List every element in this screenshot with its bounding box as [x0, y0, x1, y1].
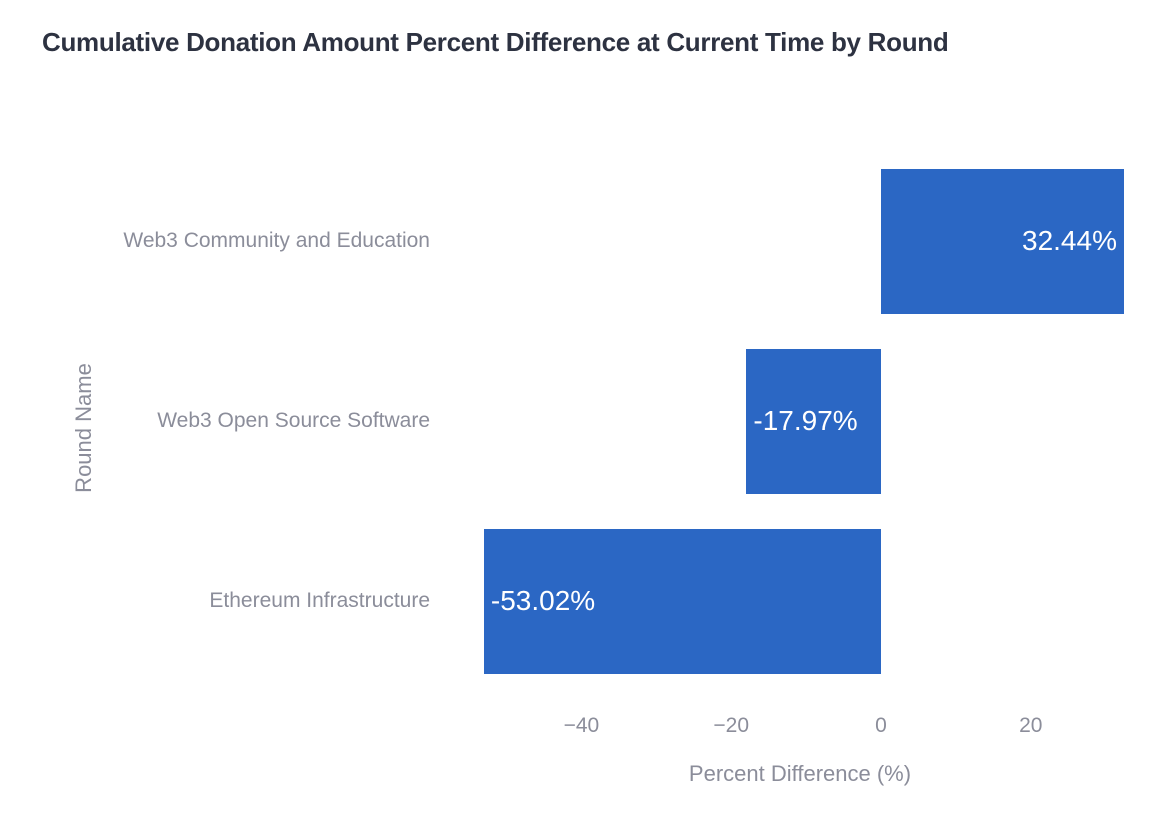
chart-title: Cumulative Donation Amount Percent Diffe…: [42, 27, 949, 57]
bar[interactable]: -53.02%: [483, 528, 881, 674]
bar-value-label: -53.02%: [490, 585, 596, 616]
bar-value-label: -17.97%: [753, 405, 858, 436]
x-tick-label: −20: [713, 714, 749, 737]
y-tick-label: Ethereum Infrastructure: [209, 589, 430, 612]
x-tick-label: 20: [1019, 714, 1043, 737]
y-tick-label: Web3 Community and Education: [123, 229, 430, 252]
x-tick-label: −40: [563, 714, 600, 737]
y-tick-label: Web3 Open Source Software: [157, 409, 430, 432]
y-axis-title: Round Name: [71, 363, 96, 493]
x-tick-label: 0: [875, 714, 887, 737]
bar-value-label: 32.44%: [1022, 225, 1117, 256]
x-axis-title: Percent Difference (%): [688, 761, 912, 786]
bar[interactable]: 32.44%: [881, 168, 1124, 314]
bar[interactable]: -17.97%: [746, 348, 881, 494]
